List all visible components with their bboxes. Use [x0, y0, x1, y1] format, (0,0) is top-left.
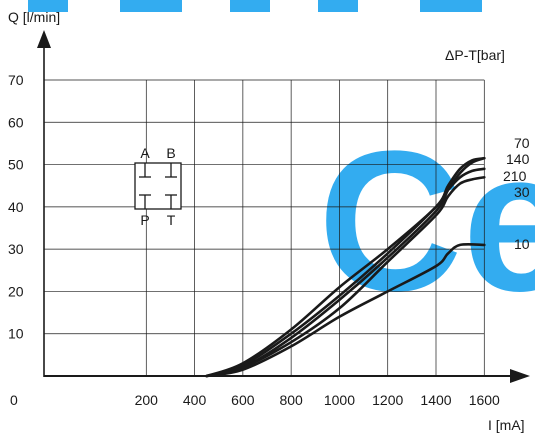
watermark-bar-4	[318, 0, 358, 12]
valve-port-label: A	[140, 145, 150, 161]
valve-port-label: B	[166, 145, 175, 161]
y-tick-label: 30	[8, 241, 24, 257]
tick-labels: 0 200 400 600 800 1000 1200 1400 1600 10 20 30 40 50 6…	[8, 72, 500, 408]
y-axis-label: Q [l/min]	[8, 9, 60, 25]
series-curves	[205, 156, 486, 378]
valve-port-label: T	[167, 212, 176, 228]
legend-entry-70: 70	[514, 135, 530, 151]
y-tick-label: 50	[8, 157, 24, 173]
x-tick-label: 1600	[469, 392, 500, 408]
x-axis-label: I [mA]	[488, 417, 525, 433]
x-tick-label: 1200	[372, 392, 403, 408]
grid	[44, 79, 485, 376]
legend-entry-210: 210	[503, 168, 527, 184]
legend-title: ΔP-T[bar]	[445, 47, 505, 63]
y-tick-label: 40	[8, 199, 24, 215]
valve-symbol: A B P T	[134, 145, 182, 228]
y-tick-label: 70	[8, 72, 24, 88]
series-line-210	[205, 167, 486, 378]
legend-entry-30: 30	[514, 184, 530, 200]
series-line-70	[205, 156, 486, 378]
y-axis-arrow	[37, 30, 51, 48]
x-tick-label: 400	[183, 392, 207, 408]
watermark-bar-1	[28, 0, 68, 12]
legend-entry-140: 140	[506, 151, 530, 167]
x-tick-label: 1000	[324, 392, 355, 408]
watermark-bar-3	[230, 0, 270, 12]
valve-port-label: P	[140, 212, 149, 228]
x-tick-label: 1400	[420, 392, 451, 408]
watermark-bar-5	[420, 0, 482, 12]
series-line-10	[205, 242, 486, 378]
x-tick-label: 600	[231, 392, 255, 408]
y-tick-label: 60	[8, 114, 24, 130]
x-tick-label: 200	[135, 392, 159, 408]
valve-box	[134, 162, 182, 210]
x-tick-label: 0	[10, 392, 18, 408]
y-tick-label: 10	[8, 326, 24, 342]
x-axis-arrow	[510, 369, 530, 383]
series-line-140	[205, 156, 486, 378]
y-tick-label: 20	[8, 283, 24, 299]
watermark-bar-2	[120, 0, 182, 12]
legend-entry-10: 10	[514, 236, 530, 252]
axes	[37, 30, 530, 383]
series-line-30	[205, 176, 486, 378]
x-tick-label: 800	[279, 392, 303, 408]
